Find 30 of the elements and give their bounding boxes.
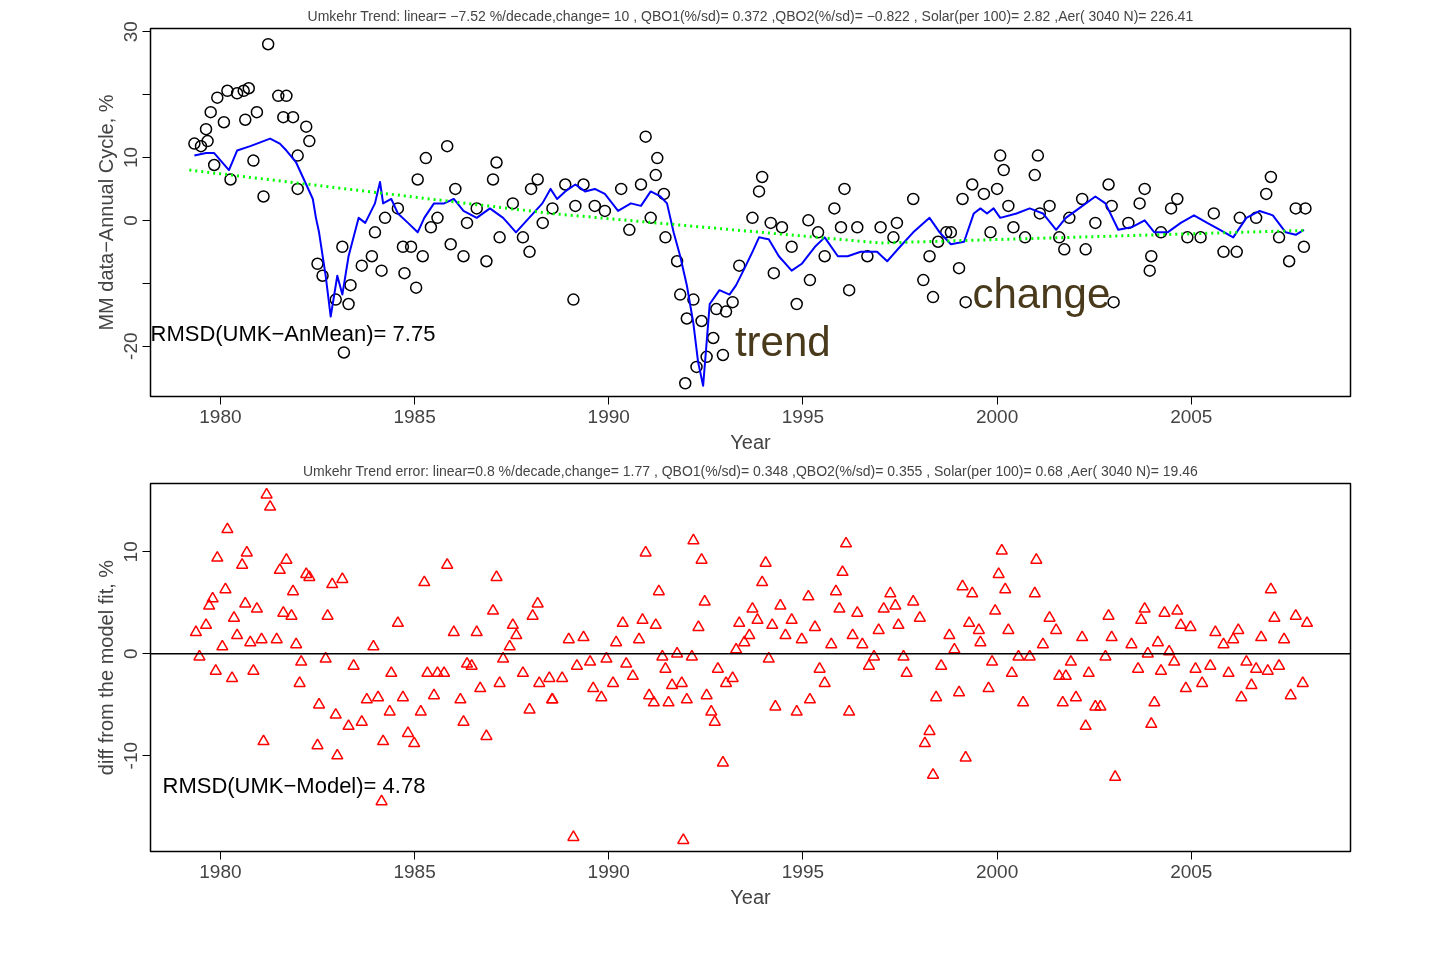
x-tick-label: 1980	[199, 405, 242, 427]
y-tick-label: 0	[120, 648, 142, 660]
x-tick-label: 1985	[393, 860, 436, 882]
y-axis-title: diff from the model fit, %	[94, 559, 117, 776]
y-axis-title: MM data−Annual Cycle, %	[94, 94, 117, 331]
x-tick-label: 1990	[587, 405, 630, 427]
chart-title: Umkehr Trend: linear= −7.52 %/decade,change= 10 , QBO1(%/sd)= 0.372 ,QBO2(%/sd)= −0.822 , Solar(per 100)= 2.82 ,Aer( 3040 N)= 226.41	[307, 7, 1194, 24]
y-tick-label: 0	[120, 215, 142, 226]
y-tick-label: 10	[120, 146, 142, 169]
x-tick-label: 1995	[781, 860, 825, 882]
x-tick-label: 1995	[781, 405, 825, 427]
x-tick-label: 2005	[1170, 860, 1213, 882]
x-axis-title: Year	[730, 885, 772, 908]
x-tick-label: 2000	[975, 405, 1019, 427]
line-series	[187, 168, 1306, 245]
y-tick-label: 30	[120, 21, 142, 43]
annotation: RMSD(UMK−Model)= 4.78	[162, 772, 426, 798]
annotation: RMSD(UMK−AnMean)= 7.75	[150, 321, 436, 347]
annotation: change	[972, 269, 1111, 317]
x-tick-label: 1985	[393, 405, 436, 427]
y-tick-label: -10	[120, 741, 142, 770]
x-tick-label: 1980	[199, 860, 242, 882]
x-tick-label: 2005	[1170, 405, 1213, 427]
chart-title: Umkehr Trend error: linear=0.8 %/decade,change= 1.77 , QBO1(%/sd)= 0.348 ,QBO2(%/sd)= 0.355 , Solar(per 100)= 0.68 ,Aer( 3040 N)= 19.46	[302, 462, 1199, 479]
annotation: trend	[734, 317, 831, 365]
x-tick-label: 1990	[587, 860, 630, 882]
y-tick-label: 10	[120, 541, 142, 563]
x-axis-title: Year	[730, 430, 772, 453]
x-tick-label: 2000	[975, 860, 1019, 882]
y-tick-label: -20	[120, 332, 142, 360]
